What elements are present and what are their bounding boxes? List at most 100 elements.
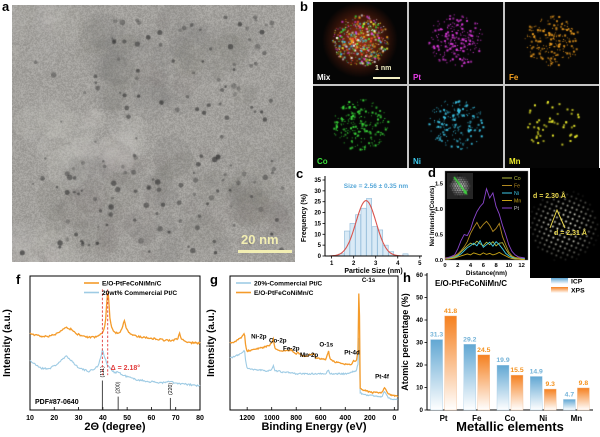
svg-text:60: 60: [416, 272, 423, 279]
svg-text:41.8: 41.8: [444, 308, 457, 315]
svg-text:O-1s: O-1s: [319, 341, 333, 348]
svg-text:15.5: 15.5: [510, 367, 523, 374]
svg-text:20: 20: [50, 415, 58, 422]
svg-text:31.3: 31.3: [430, 332, 443, 339]
svg-text:4.7: 4.7: [565, 391, 575, 398]
svg-text:9.8: 9.8: [579, 380, 589, 387]
svg-text:30: 30: [314, 189, 321, 195]
svg-text:50: 50: [416, 295, 423, 302]
svg-text:2: 2: [352, 261, 356, 267]
svg-text:70: 70: [172, 415, 180, 422]
svg-text:Pt: Pt: [514, 206, 519, 212]
profile-Mn: [445, 251, 525, 260]
svg-text:30: 30: [75, 415, 83, 422]
map-cell-Ni: Ni: [409, 86, 503, 168]
svg-text:1.0: 1.0: [435, 207, 443, 213]
svg-text:200: 200: [364, 415, 376, 422]
svg-text:800: 800: [290, 415, 302, 422]
map-cell-Fe: Fe: [505, 2, 599, 84]
svg-text:0: 0: [420, 407, 424, 414]
svg-text:20%-Commercial Pt/C: 20%-Commercial Pt/C: [254, 281, 322, 288]
svg-text:Co-2p: Co-2p: [269, 337, 287, 344]
svg-text:60: 60: [148, 415, 156, 422]
xrd-sample: [29, 290, 201, 345]
map-image-Ni: [409, 86, 503, 168]
svg-text:Mn-2p: Mn-2p: [300, 352, 318, 359]
map-image-Pt: [409, 2, 503, 84]
svg-text:0: 0: [392, 415, 396, 422]
svg-text:0.0: 0.0: [435, 258, 443, 264]
bar-XPS-Fe: [477, 354, 491, 411]
svg-text:Pt: Pt: [440, 414, 448, 423]
map-label-Mix: Mix: [317, 73, 331, 82]
profile-Ni: [444, 239, 525, 260]
svg-text:Pt-4f: Pt-4f: [375, 374, 390, 381]
svg-text:25: 25: [314, 200, 321, 206]
xps-sample: [229, 293, 399, 398]
map-image-Co: [313, 86, 407, 168]
svg-text:6: 6: [482, 263, 486, 269]
barchart-panel-h: 0 10 20 30 40 50 60 31.3 41.8 Pt 29.224.5 Fe 19.915.…: [400, 272, 593, 434]
svg-text:Mn: Mn: [571, 414, 583, 423]
legend-swatch-XPS: [551, 287, 568, 293]
legend-swatch-ICP: [551, 278, 568, 284]
svg-text:400: 400: [339, 415, 351, 422]
map-cell-Co: Co: [313, 86, 407, 168]
svg-text:Fe: Fe: [472, 414, 482, 423]
svg-text:E/O-PtFeCoNiMn/C: E/O-PtFeCoNiMn/C: [254, 290, 314, 297]
svg-text:(200): (200): [116, 381, 122, 393]
xrd-commercial: [29, 348, 201, 388]
svg-text:35: 35: [314, 178, 321, 184]
svg-text:Mn: Mn: [514, 199, 521, 205]
svg-text:0: 0: [318, 254, 322, 260]
lattice-spacing-annotation-2: d = 2.31 Å: [554, 230, 587, 237]
svg-text:9.3: 9.3: [545, 381, 555, 388]
svg-text:Binding Energy (eV): Binding Energy (eV): [261, 421, 366, 433]
panel-label-a: a: [2, 0, 10, 14]
map-image-Mn: [505, 86, 599, 168]
bar-XPS-Pt: [444, 315, 457, 411]
svg-text:2Θ (degree): 2Θ (degree): [84, 421, 145, 433]
svg-text:E/O-PtFeCoNiMn/C: E/O-PtFeCoNiMn/C: [435, 279, 507, 288]
svg-text:0.5: 0.5: [435, 233, 444, 239]
bar-ICP-Ni: [529, 376, 543, 411]
svg-text:20: 20: [314, 211, 321, 217]
svg-text:Intensity (a.u.): Intensity (a.u.): [2, 309, 13, 377]
svg-text:1000: 1000: [264, 415, 280, 422]
map-image-Fe: [505, 2, 599, 84]
svg-text:4: 4: [469, 263, 473, 269]
map-label-Pt: Pt: [413, 73, 421, 82]
svg-text:Net Intensity(Counts): Net Intensity(Counts): [430, 186, 436, 247]
svg-text:5: 5: [318, 243, 322, 249]
svg-text:Co: Co: [505, 414, 516, 423]
svg-text:1.5: 1.5: [435, 182, 444, 188]
lineprofile-inset-particle: [447, 173, 473, 199]
svg-text:4: 4: [396, 261, 400, 267]
tem-scalebar: [238, 250, 292, 253]
tem-image-panel-a: [12, 5, 295, 262]
svg-text:3: 3: [374, 261, 378, 267]
bar-XPS-Ni: [543, 388, 557, 411]
profile-Co: [444, 240, 525, 260]
svg-text:5: 5: [418, 261, 422, 267]
map-label-Ni: Ni: [413, 157, 421, 166]
xps-commercial: [229, 337, 398, 401]
svg-text:14.9: 14.9: [530, 368, 543, 375]
svg-text:Ni: Ni: [539, 414, 547, 423]
profile-Fe: [444, 220, 525, 259]
svg-text:20: 20: [416, 362, 423, 369]
svg-text:19.9: 19.9: [496, 357, 509, 364]
xps-panel-g: 1200 1000 800 600 400 200 0 Ni-2pCo-2pFe-2pMn-2…: [206, 275, 399, 433]
svg-text:XPS: XPS: [571, 288, 585, 295]
svg-text:(111): (111): [100, 366, 106, 378]
svg-text:8: 8: [494, 263, 498, 269]
svg-text:24.5: 24.5: [477, 347, 490, 354]
svg-text:1: 1: [330, 261, 334, 267]
svg-text:50: 50: [123, 415, 131, 422]
svg-text:29.2: 29.2: [463, 336, 476, 343]
map-scalebar-label: 1 nm: [375, 65, 392, 72]
svg-text:Ni: Ni: [514, 191, 519, 197]
svg-text:Ni-2p: Ni-2p: [251, 333, 267, 340]
svg-text:PDF#87-0640: PDF#87-0640: [35, 399, 79, 406]
